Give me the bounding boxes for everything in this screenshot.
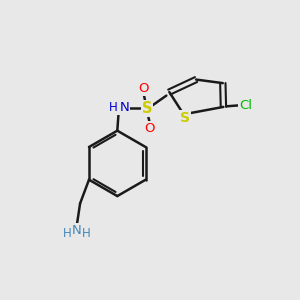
Text: N: N [119, 101, 129, 114]
Text: S: S [142, 101, 152, 116]
Text: O: O [145, 122, 155, 135]
Text: H: H [63, 227, 71, 240]
Text: H: H [109, 101, 118, 114]
Text: O: O [138, 82, 149, 95]
Text: Cl: Cl [239, 99, 253, 112]
Text: S: S [180, 111, 190, 125]
Text: N: N [72, 224, 81, 237]
Text: H: H [82, 227, 90, 240]
